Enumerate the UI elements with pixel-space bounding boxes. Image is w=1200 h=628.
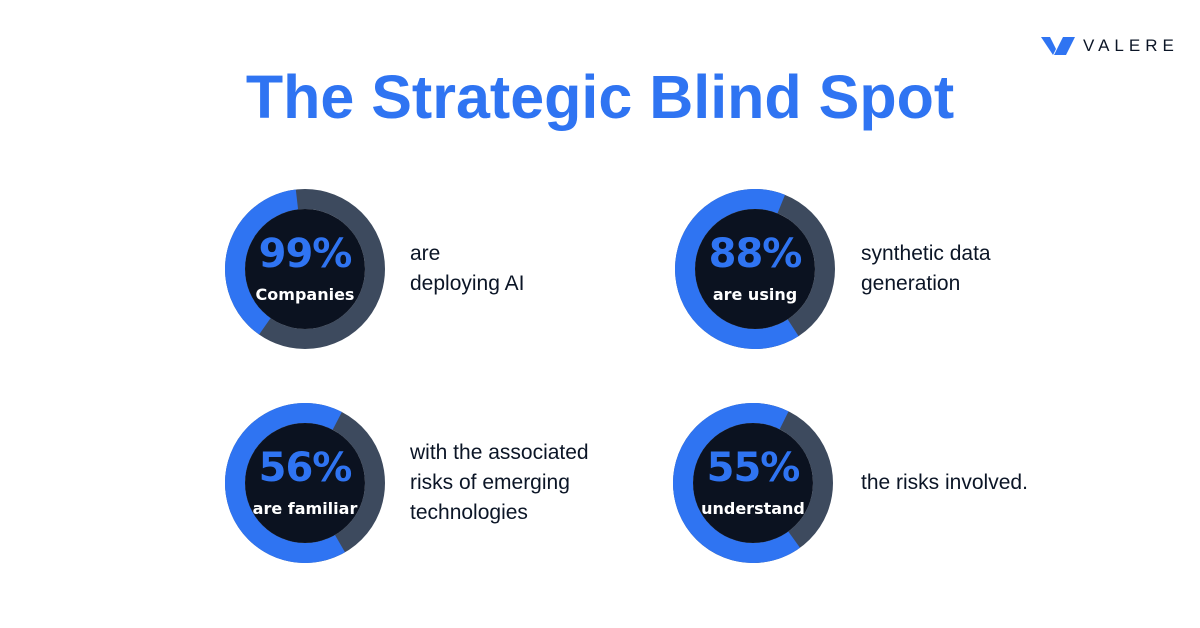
description-line: generation	[861, 272, 961, 295]
stat-percent: 55%	[706, 445, 801, 491]
donut-chart: 55% understand	[673, 403, 833, 563]
donut-chart: 88% are using	[675, 189, 835, 349]
description-line: risks of emerging	[410, 471, 570, 494]
stat-percent: 88%	[708, 231, 803, 277]
stat-label: Companies	[255, 285, 355, 304]
donut-ring	[225, 189, 385, 349]
valere-logo-icon	[1041, 37, 1075, 55]
description-line: are	[410, 242, 441, 265]
stat-percent: 99%	[258, 231, 353, 277]
description-line: deploying AI	[410, 272, 525, 295]
stat-percent: 56%	[258, 445, 353, 491]
donut-chart: 99% Companies	[225, 189, 385, 349]
description-line: synthetic data	[861, 242, 991, 265]
description-line: with the associated	[410, 441, 589, 464]
brand-logo: VALERE	[1041, 36, 1179, 56]
brand-name: VALERE	[1083, 36, 1179, 55]
donut-ring	[673, 403, 833, 563]
description-line: technologies	[410, 501, 528, 524]
description-line: the risks involved.	[861, 471, 1028, 494]
stat-description: synthetic data generation	[861, 239, 1091, 299]
stat-label: are using	[712, 285, 798, 304]
stat-label: are familiar	[252, 499, 358, 518]
donut-chart: 56% are familiar	[225, 403, 385, 563]
stat-description: the risks involved.	[861, 468, 1091, 498]
stat-description: are deploying AI	[410, 239, 640, 299]
stat-label: understand	[701, 499, 805, 518]
page-title: The Strategic Blind Spot	[245, 63, 955, 131]
donut-ring	[675, 189, 835, 349]
stat-description: with the associated risks of emerging te…	[410, 438, 640, 528]
donut-ring	[225, 403, 385, 563]
